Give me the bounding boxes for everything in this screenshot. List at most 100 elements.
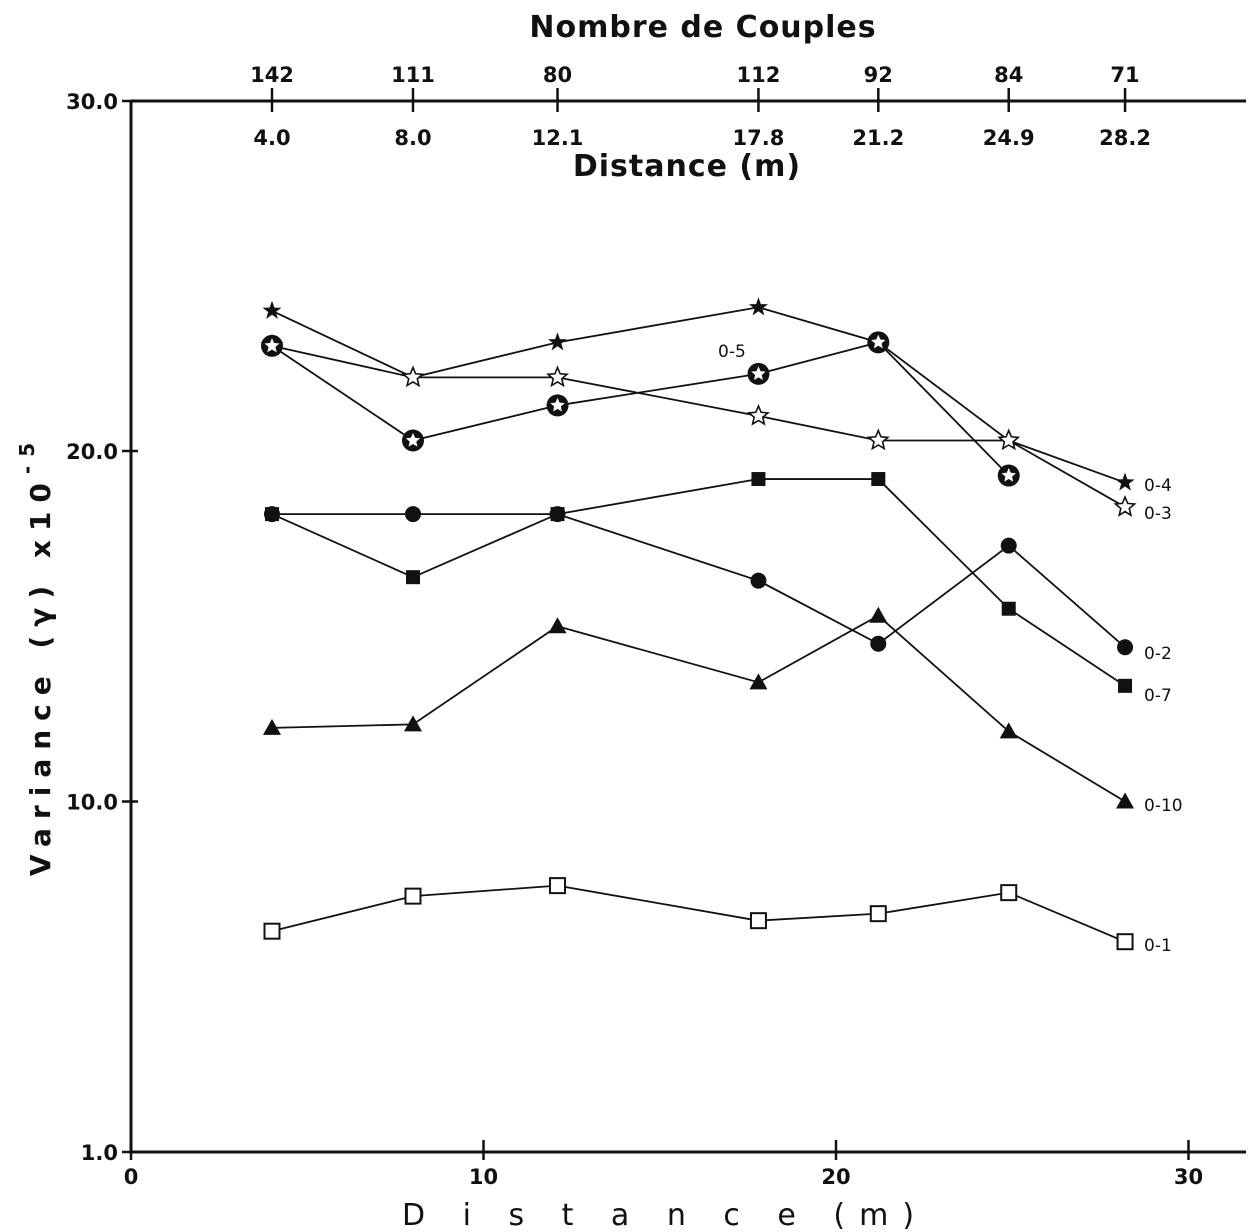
top-axis-count-label: 71	[1110, 63, 1139, 87]
data-point	[1001, 601, 1016, 616]
x-axis-tick-label: 10	[469, 1165, 498, 1189]
top-axis-distance-tick-label: 21.2	[852, 126, 904, 150]
data-point	[1117, 639, 1134, 656]
data-point	[869, 606, 888, 623]
top-axis-distance-tick-label: 4.0	[253, 126, 290, 150]
y-axis-ticks: 30.0 20.0 10.0 1.0	[66, 90, 138, 1165]
data-point	[548, 332, 567, 351]
top-axis-count-label: 92	[864, 63, 893, 87]
series-label: 0-2	[1144, 644, 1172, 664]
data-point	[1116, 792, 1135, 809]
data-point	[748, 297, 768, 316]
x-axis-tick-label: 0	[124, 1165, 139, 1189]
data-point	[997, 428, 1021, 451]
data-point	[549, 877, 567, 895]
series-line	[271, 614, 1126, 803]
plot-frame	[129, 99, 1246, 1154]
data-point	[869, 905, 887, 923]
series-0-10: 0-10	[263, 606, 1183, 816]
series-line	[271, 344, 1126, 508]
series-0-1: 0-1	[263, 877, 1172, 956]
series-line	[271, 306, 1126, 484]
y-axis-label-text: Variance (γ) x10	[24, 474, 57, 876]
data-point	[263, 718, 281, 735]
data-point	[546, 365, 569, 388]
series-0-3: 0-3	[260, 333, 1172, 524]
data-point	[749, 912, 767, 930]
y-axis-tick-label: 20.0	[66, 440, 118, 464]
series-line	[271, 341, 1010, 477]
data-point	[260, 333, 284, 356]
top-axis-count-label: 84	[994, 63, 1023, 87]
top-axis-distance-tick-label: 17.8	[733, 126, 785, 150]
data-point	[404, 887, 422, 905]
data-point-star	[550, 397, 565, 412]
data-point-star	[405, 433, 421, 447]
series-label: 0-5	[718, 342, 746, 362]
data-point	[747, 362, 770, 385]
top-axis-distance-label: Distance (m)	[573, 149, 801, 184]
series-label: 0-3	[1144, 504, 1172, 524]
series-label: 0-1	[1144, 936, 1172, 956]
data-point	[1113, 495, 1137, 517]
series-label: 0-4	[1144, 476, 1172, 496]
data-point	[867, 331, 890, 354]
top-axis-count-label: 112	[737, 63, 781, 87]
data-point	[1000, 537, 1017, 554]
top-axis-title: Nombre de Couples	[529, 10, 876, 45]
data-point	[866, 428, 890, 451]
data-point-star	[751, 366, 766, 380]
data-point	[264, 506, 280, 523]
svg-text:Variance (γ) x10-5: Variance (γ) x10-5	[15, 434, 57, 876]
series-0-5: 0-5	[261, 331, 1020, 487]
top-axis-distance-tick-label: 8.0	[394, 126, 431, 150]
data-point	[1115, 472, 1135, 491]
data-point-star	[871, 334, 886, 349]
data-point	[750, 572, 767, 589]
data-point	[402, 429, 424, 452]
data-point	[263, 922, 281, 940]
data-point	[548, 617, 567, 634]
data-point	[404, 715, 422, 732]
data-point	[870, 635, 887, 652]
top-axis-count-label: 111	[391, 63, 435, 87]
top-axis-distance-tick-label: 28.2	[1099, 126, 1151, 150]
data-point	[549, 506, 566, 523]
data-point	[546, 394, 569, 417]
data-point	[262, 300, 282, 319]
top-axis-count-label: 80	[543, 63, 572, 87]
data-point	[1118, 678, 1133, 693]
series-layer: 0-4 0-5 0-3 0-7 0-2 0-10 0-1	[260, 297, 1183, 956]
data-point	[871, 472, 886, 487]
data-point	[1116, 933, 1134, 951]
y-axis-label-exponent: -5	[15, 434, 39, 474]
data-point	[746, 403, 771, 426]
y-axis-tick-label: 1.0	[81, 1141, 118, 1165]
data-point	[751, 472, 766, 487]
data-point	[1000, 884, 1018, 902]
data-point	[999, 722, 1018, 739]
series-label: 0-7	[1144, 686, 1172, 706]
top-axis-count-label: 142	[250, 63, 294, 87]
top-axis-ticks: 142 4.0 111 8.0 80 12.1 112 17.8 92 21.2 84 24.9 71 2…	[250, 63, 1151, 150]
y-axis-label: Variance (γ) x10-5	[15, 434, 57, 876]
series-line	[271, 478, 1126, 687]
series-line	[272, 513, 1126, 648]
series-line	[271, 884, 1126, 943]
top-axis-distance-tick-label: 12.1	[532, 126, 584, 150]
x-axis-tick-label: 30	[1174, 1165, 1203, 1189]
x-axis-ticks: 0 10 20 30	[124, 1140, 1203, 1189]
y-axis-tick-label: 10.0	[66, 791, 118, 815]
y-axis-tick-label: 30.0	[66, 90, 118, 114]
data-point	[405, 506, 421, 523]
data-point	[997, 464, 1020, 487]
data-point	[749, 673, 768, 690]
series-0-2: 0-2	[264, 506, 1172, 664]
series-0-4: 0-4	[262, 297, 1172, 496]
x-axis-label: D i s t a n c e (m)	[402, 1198, 928, 1232]
series-label: 0-10	[1144, 796, 1183, 816]
data-point	[406, 570, 420, 585]
data-point-star	[1001, 468, 1016, 482]
top-axis-distance-tick-label: 24.9	[983, 126, 1035, 150]
